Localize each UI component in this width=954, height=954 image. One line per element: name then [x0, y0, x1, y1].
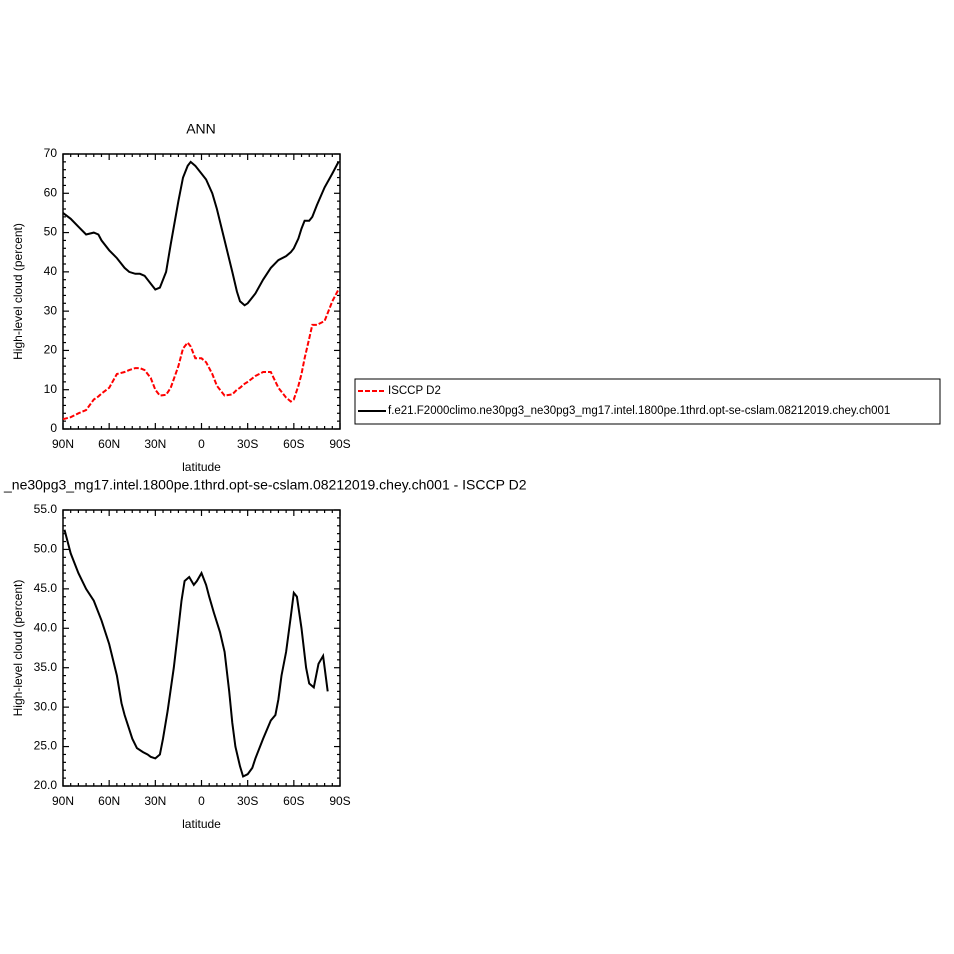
- y-tick-label: 40.0: [34, 620, 58, 634]
- legend-box: [354, 378, 941, 425]
- y-tick-label: 20: [44, 343, 58, 357]
- x-tick-label: 60N: [98, 437, 120, 451]
- data-line: [63, 529, 329, 778]
- y-tick-label: 70: [44, 146, 58, 160]
- data-line: [62, 289, 340, 421]
- y-tick-label: 25.0: [34, 739, 58, 753]
- x-tick-label: 90S: [329, 437, 350, 451]
- y-tick-label: 60: [44, 185, 58, 199]
- y-tick-label: 35.0: [34, 660, 58, 674]
- x-axis-label: latitude: [182, 817, 221, 831]
- x-tick-label: 60S: [283, 794, 304, 808]
- y-tick-label: 30: [44, 303, 58, 317]
- legend-label: f.e21.F2000climo.ne30pg3_ne30pg3_mg17.in…: [388, 405, 890, 417]
- x-tick-label: 60N: [98, 794, 120, 808]
- chart-title: ANN: [186, 121, 216, 137]
- x-axis-label: latitude: [182, 460, 221, 474]
- x-tick-label: 30N: [144, 794, 166, 808]
- x-tick-label: 60S: [283, 437, 304, 451]
- y-tick-label: 40: [44, 264, 58, 278]
- chart-title: _ne30pg3_mg17.intel.1800pe.1thrd.opt-se-…: [3, 477, 527, 493]
- y-tick-label: 55.0: [34, 502, 58, 516]
- legend-label: ISCCP D2: [388, 385, 441, 397]
- plot-frame: [62, 153, 341, 430]
- y-tick-label: 20.0: [34, 778, 58, 792]
- y-tick-label: 50.0: [34, 542, 58, 556]
- y-tick-label: 50: [44, 225, 58, 239]
- y-tick-label: 0: [50, 421, 57, 435]
- y-axis-label: High-level cloud (percent): [11, 580, 25, 717]
- x-tick-label: 30N: [144, 437, 166, 451]
- x-tick-label: 0: [198, 794, 205, 808]
- y-axis-label: High-level cloud (percent): [11, 223, 25, 360]
- x-tick-label: 30S: [237, 794, 258, 808]
- y-tick-label: 45.0: [34, 581, 58, 595]
- y-tick-label: 30.0: [34, 699, 58, 713]
- x-tick-label: 90N: [52, 437, 74, 451]
- x-tick-label: 90N: [52, 794, 74, 808]
- data-line: [62, 160, 340, 307]
- x-tick-label: 90S: [329, 794, 350, 808]
- x-tick-label: 0: [198, 437, 205, 451]
- plot-frame: [62, 509, 341, 787]
- y-tick-label: 10: [44, 382, 58, 396]
- x-tick-label: 30S: [237, 437, 258, 451]
